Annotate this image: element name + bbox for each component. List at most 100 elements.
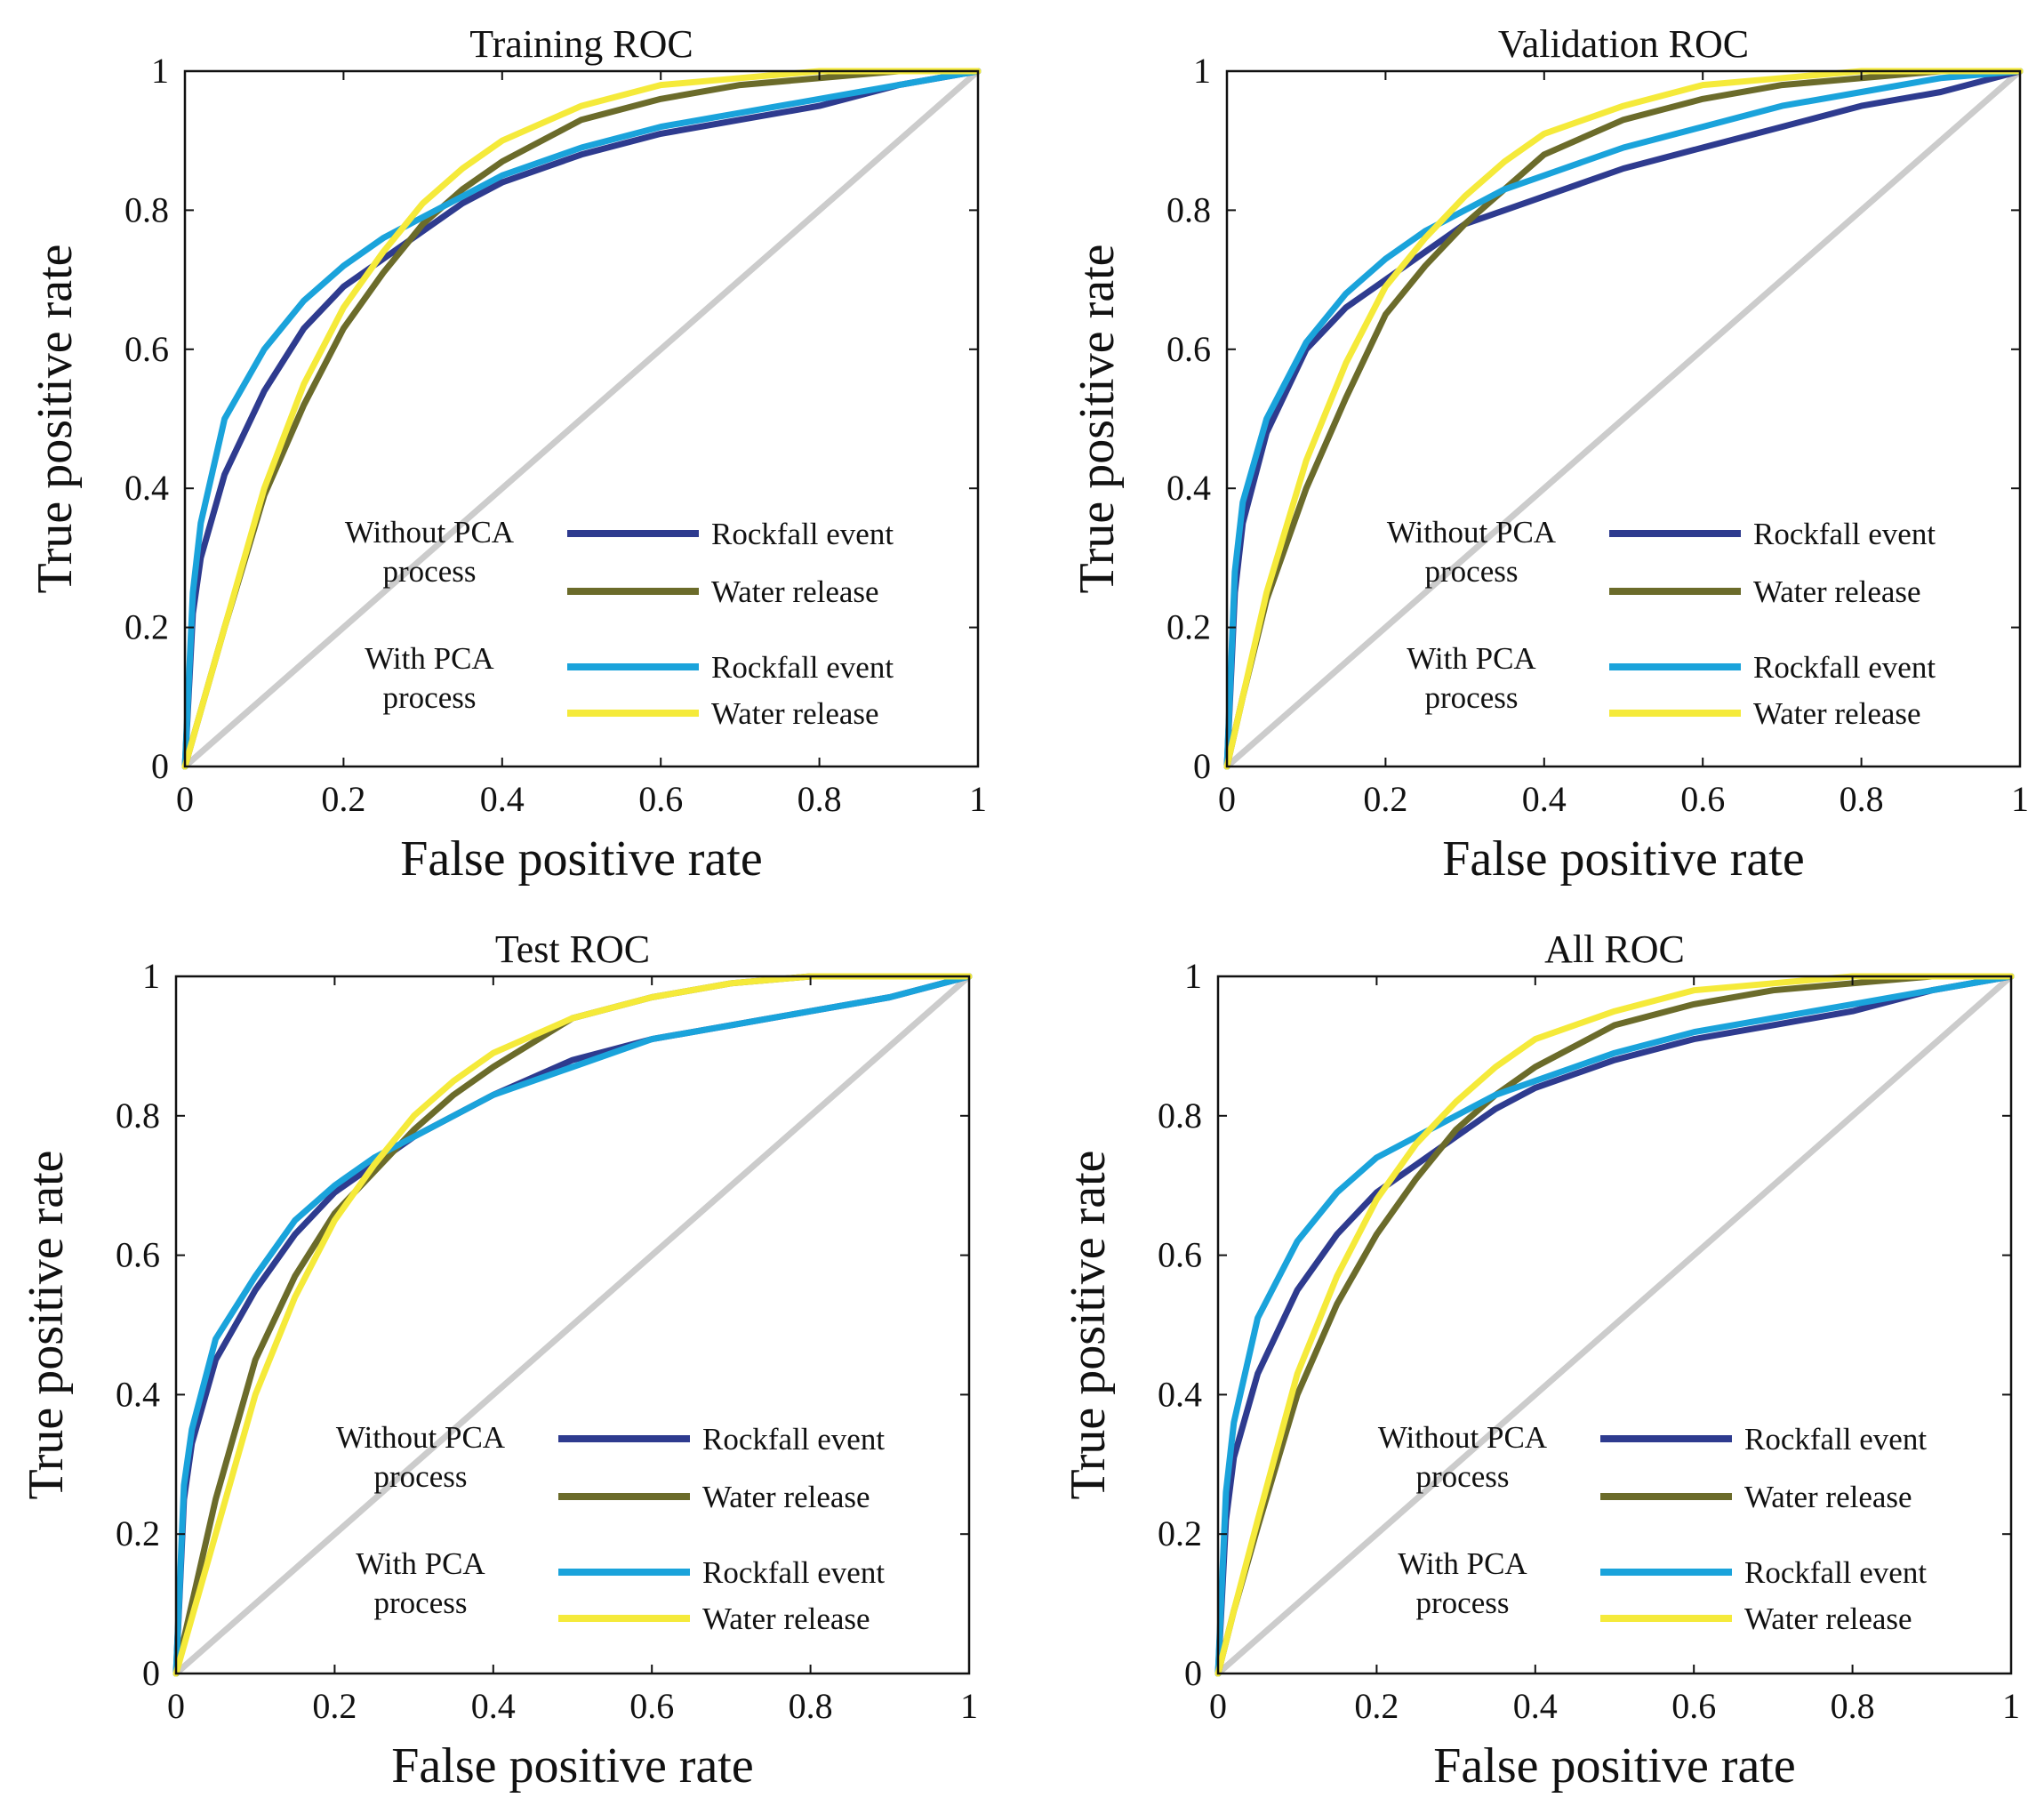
legend-group-label: process — [1416, 1585, 1510, 1620]
roc-curve-with-rockfall — [1223, 68, 2024, 770]
legend-entry-label: Water release — [711, 574, 879, 609]
legend-entry-label: Water release — [1744, 1601, 1912, 1636]
x-tick-label: 0.8 — [798, 779, 842, 819]
legend-group-label: process — [383, 680, 477, 715]
chance-line — [181, 68, 982, 770]
legend-entry-label: Rockfall event — [711, 650, 894, 685]
x-tick-label: 0.6 — [1671, 1686, 1716, 1726]
y-tick-label: 0.6 — [124, 329, 169, 369]
x-tick-label: 1 — [969, 779, 987, 819]
y-axis-label: True positive rate — [19, 1151, 74, 1500]
y-tick-label: 0.8 — [1166, 189, 1211, 229]
roc-curve-with-water — [1223, 68, 2024, 770]
legend-group-label: With PCA — [1407, 641, 1536, 676]
x-tick-label: 0.8 — [1831, 1686, 1875, 1726]
panel-title: Validation ROC — [1498, 22, 1749, 66]
legend: Without PCA process Rockfall event Water re… — [1387, 515, 1936, 731]
legend-group-label: process — [374, 1459, 468, 1494]
plot-frame — [1225, 69, 2022, 768]
y-tick-label: 0 — [1184, 1653, 1202, 1693]
x-tick-label: 0.8 — [789, 1686, 833, 1726]
legend-entry-label: Water release — [702, 1601, 870, 1636]
x-tick-label: 0.6 — [629, 1686, 674, 1726]
panel-title: Training ROC — [469, 22, 693, 66]
roc-panel-2: Test ROC 0 0.2 0.4 0.6 0.8 1 0 0.2 0.4 0.6 0.8 1 Fals… — [19, 927, 978, 1794]
y-tick-label: 0.6 — [1158, 1235, 1202, 1275]
legend-entry-label: Rockfall event — [1744, 1422, 1927, 1457]
legend-entry-label: Rockfall event — [1753, 650, 1936, 685]
x-tick-label: 1 — [2011, 779, 2029, 819]
legend-entry-label: Water release — [1744, 1480, 1912, 1514]
legend-group-label: Without PCA — [336, 1420, 506, 1455]
roc-panel-3: All ROC 0 0.2 0.4 0.6 0.8 1 0 0.2 0.4 0.6 0.8 1 False… — [1061, 927, 2020, 1794]
roc-curve-with-rockfall — [172, 973, 973, 1677]
y-tick-label: 1 — [1184, 956, 1202, 996]
x-tick-label: 0 — [167, 1686, 185, 1726]
legend-group-label: process — [383, 554, 477, 589]
y-tick-label: 0.4 — [1166, 468, 1211, 508]
y-tick-label: 0.4 — [1158, 1374, 1202, 1414]
chance-line — [172, 973, 973, 1677]
x-axis-label: False positive rate — [1433, 1738, 1795, 1794]
roc-curve-without-rockfall — [1214, 973, 2015, 1677]
roc-panel-1: Validation ROC 0 0.2 0.4 0.6 0.8 1 0 0.2 0.4 0.6 0.… — [1070, 22, 2029, 887]
y-tick-label: 0.8 — [1158, 1096, 1202, 1136]
x-tick-label: 0 — [176, 779, 194, 819]
roc-curve-without-water — [1223, 68, 2024, 770]
x-tick-label: 0.2 — [1354, 1686, 1399, 1726]
legend: Without PCA process Rockfall event Water re… — [1378, 1420, 1927, 1636]
legend-group-label: process — [1416, 1459, 1510, 1494]
x-tick-label: 0.4 — [471, 1686, 516, 1726]
x-tick-label: 0 — [1218, 779, 1236, 819]
y-tick-label: 1 — [142, 956, 160, 996]
y-tick-label: 0 — [142, 1653, 160, 1693]
y-tick-label: 0.2 — [1166, 607, 1211, 647]
roc-curve-with-rockfall — [181, 68, 982, 770]
legend-group-label: With PCA — [1398, 1546, 1527, 1581]
x-tick-label: 0.2 — [312, 1686, 357, 1726]
legend-group-label: Without PCA — [1378, 1420, 1548, 1455]
y-tick-label: 0.2 — [1158, 1513, 1202, 1553]
legend-entry-label: Rockfall event — [1744, 1555, 1927, 1590]
y-tick-label: 0.2 — [124, 607, 169, 647]
x-axis-label: False positive rate — [1442, 831, 1804, 887]
legend-entry-label: Water release — [1753, 696, 1921, 731]
x-tick-label: 0.4 — [480, 779, 525, 819]
roc-curve-without-water — [1214, 973, 2015, 1677]
x-axis-label: False positive rate — [400, 831, 762, 887]
legend-entry-label: Rockfall event — [711, 517, 894, 551]
legend-group-label: process — [1425, 554, 1519, 589]
y-tick-label: 0.4 — [116, 1374, 160, 1414]
legend-entry-label: Water release — [702, 1480, 870, 1514]
y-tick-label: 0 — [1193, 746, 1211, 786]
legend: Without PCA process Rockfall event Water re… — [345, 515, 894, 731]
y-tick-label: 1 — [151, 51, 169, 91]
y-axis-label: True positive rate — [28, 245, 83, 594]
roc-curve-with-rockfall — [1214, 973, 2015, 1677]
y-tick-label: 0.8 — [116, 1096, 160, 1136]
legend-entry-label: Rockfall event — [1753, 517, 1936, 551]
legend-group-label: With PCA — [356, 1546, 485, 1581]
roc-panel-0: Training ROC 0 0.2 0.4 0.6 0.8 1 0 0.2 0.4 0.6 0.8 1… — [28, 22, 987, 887]
roc-curve-without-rockfall — [181, 68, 982, 770]
y-tick-label: 0.6 — [116, 1235, 160, 1275]
legend-group-label: Without PCA — [345, 515, 515, 550]
legend-entry-label: Water release — [1753, 574, 1921, 609]
chance-line — [1214, 973, 2015, 1677]
legend-group-label: process — [1425, 680, 1519, 715]
y-tick-label: 0.4 — [124, 468, 169, 508]
legend: Without PCA process Rockfall event Water re… — [336, 1420, 885, 1636]
legend-group-label: Without PCA — [1387, 515, 1557, 550]
legend-entry-label: Water release — [711, 696, 879, 731]
y-axis-label: True positive rate — [1070, 245, 1125, 594]
legend-entry-label: Rockfall event — [702, 1422, 885, 1457]
legend-group-label: With PCA — [365, 641, 494, 676]
panel-title: Test ROC — [495, 927, 650, 971]
y-tick-label: 0.6 — [1166, 329, 1211, 369]
x-tick-label: 0.2 — [321, 779, 365, 819]
plot-frame — [1216, 975, 2013, 1675]
y-tick-label: 1 — [1193, 51, 1211, 91]
legend-entry-label: Rockfall event — [702, 1555, 885, 1590]
plot-frame — [183, 69, 980, 768]
